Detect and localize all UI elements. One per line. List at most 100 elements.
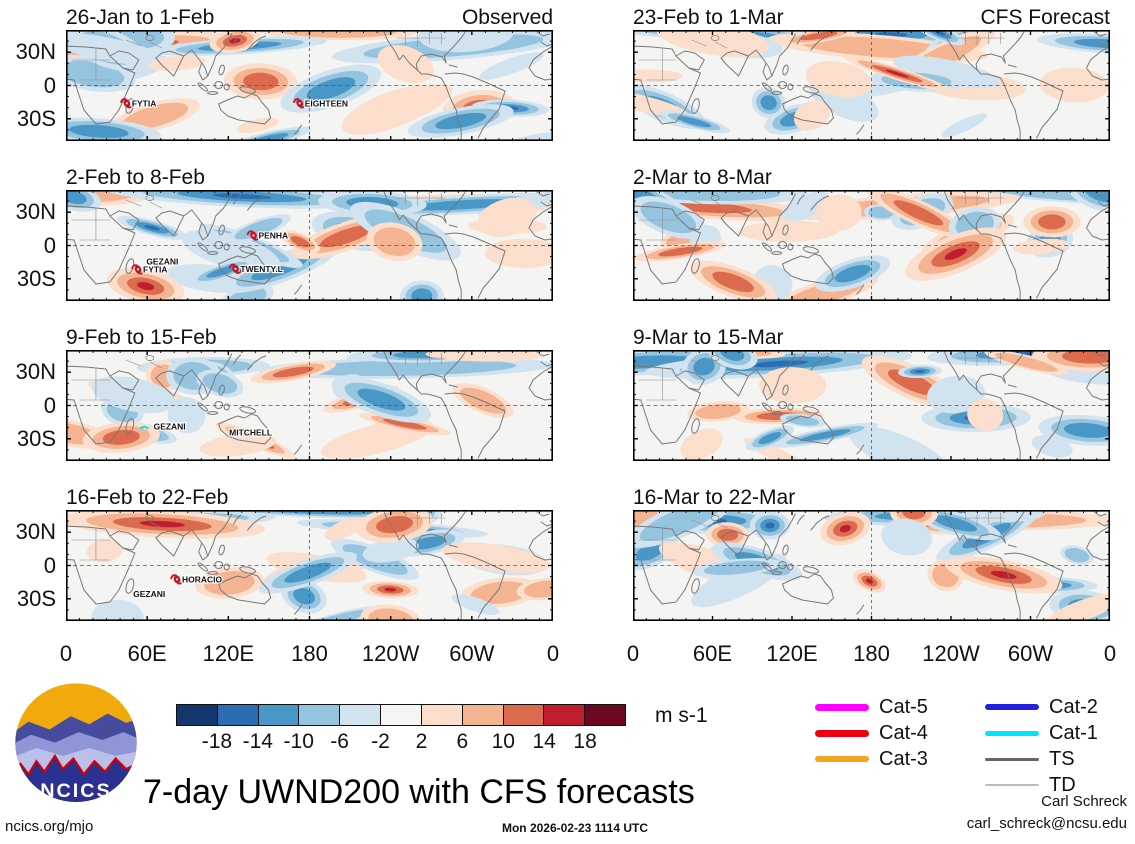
storm-annotation-horacio: HORACIO — [170, 573, 224, 586]
lat-label-0: 0 — [43, 392, 56, 418]
colorbar-value: 14 — [532, 730, 556, 753]
storm-label: GEZANI — [133, 589, 165, 599]
storm-legend-column-1: Cat-5 Cat-4 Cat-3 — [815, 694, 928, 772]
legend-line-cat-3 — [815, 756, 869, 762]
hurricane-icon — [292, 98, 307, 109]
lon-label-120e: 120E — [766, 641, 818, 666]
panel-forecast-week2: 2-Mar to 8-Mar — [633, 164, 1110, 301]
colorbar-value: 18 — [573, 730, 597, 753]
lat-label-30n: 30N — [15, 519, 56, 544]
storm-label: FYTIA — [132, 98, 156, 108]
credit-email: carl_schreck@ncsu.edu — [966, 815, 1127, 832]
colorbar-segment — [584, 705, 625, 725]
panel-date-range: 16-Mar to 22-Mar — [633, 486, 796, 509]
colorbar-value: -18 — [201, 730, 233, 753]
panel-date-range: 2-Mar to 8-Mar — [633, 166, 772, 189]
legend-label: Cat-1 — [1049, 721, 1098, 744]
lon-label-180: 180 — [853, 641, 890, 666]
map-observed-week1: FYTIA EIGHTEEN — [66, 30, 553, 141]
units-label: m s-1 — [655, 704, 708, 727]
lon-label-120w: 120W — [922, 641, 980, 666]
panel-observed-week1: 26-Jan to 1-Feb Observed FYTIA EIGHTEEN — [66, 4, 553, 141]
lat-label-30n: 30N — [15, 39, 56, 64]
hurricane-icon — [120, 98, 134, 109]
storm-label: FYTIA — [143, 264, 167, 274]
storm-label: GEZANI — [154, 422, 186, 432]
colorbar-value: -2 — [371, 730, 390, 753]
legend-label: TS — [1049, 747, 1075, 770]
panel-date-range: 9-Feb to 15-Feb — [66, 326, 217, 349]
map-forecast-week2 — [633, 190, 1110, 301]
storm-annotation-fytia: FYTIA — [131, 263, 169, 276]
storm-label: EIGHTEEN — [305, 98, 348, 108]
lat-label-30n: 30N — [15, 199, 56, 224]
storm-label: PENHA — [259, 230, 289, 240]
legend-label: Cat-2 — [1049, 695, 1098, 718]
legend-line-ts — [985, 757, 1039, 761]
colorbar-segment — [177, 705, 217, 725]
storm-annotation-gezani: GEZANI — [139, 420, 187, 433]
colorbar — [176, 704, 626, 726]
storm-annotation-mitchell: MITCHELL — [228, 427, 273, 439]
legend-item-cat-3: Cat-3 — [815, 746, 928, 772]
storm-annotation-gezani: GEZANI — [145, 255, 179, 267]
colorbar-value: 2 — [415, 730, 428, 753]
lat-label-30s: 30S — [16, 266, 56, 291]
hurricane-icon — [170, 574, 184, 585]
storm-annotation-gezani: GEZANI — [132, 588, 166, 600]
colorbar-segment — [420, 705, 462, 725]
storm-legend-column-2: Cat-2 Cat-1 TS TD — [985, 694, 1098, 798]
panel-observed-week4: 16-Feb to 22-Feb HORACIO GEZANI — [66, 484, 553, 621]
lon-label-180: 180 — [291, 641, 328, 666]
lat-label-30s: 30S — [16, 586, 56, 611]
map-observed-week4: HORACIO GEZANI — [66, 510, 553, 621]
colorbar-segment — [257, 705, 299, 725]
legend-label: TD — [1049, 773, 1076, 796]
legend-label: Cat-5 — [879, 695, 928, 718]
legend-item-cat-5: Cat-5 — [815, 694, 928, 720]
colorbar-value: -14 — [242, 730, 273, 753]
lat-label-30n: 30N — [15, 359, 56, 384]
lon-label-120e: 120E — [202, 641, 255, 666]
colorbar-segment — [380, 705, 421, 725]
lon-label-0: 0 — [626, 641, 640, 666]
map-forecast-week3 — [633, 350, 1110, 461]
map-forecast-week1 — [633, 30, 1110, 141]
legend-item-td: TD — [985, 772, 1098, 798]
storm-label: MITCHELL — [229, 428, 272, 438]
storm-annotation-eighteen: EIGHTEEN — [292, 97, 349, 109]
colorbar-value: -10 — [283, 730, 314, 753]
panel-observed-week3: 9-Feb to 15-Feb GEZANI MITCHELL — [66, 324, 553, 461]
legend-item-cat-4: Cat-4 — [815, 720, 928, 746]
lat-label-0: 0 — [43, 552, 56, 578]
panel-date-range: 16-Feb to 22-Feb — [66, 486, 229, 509]
storm-annotation-penha: PENHA — [246, 229, 289, 242]
storm-label: HORACIO — [182, 574, 222, 584]
column-label-observed: Observed — [461, 6, 553, 29]
credit-name: Carl Schreck — [1041, 793, 1127, 810]
lon-label-60e: 60E — [692, 641, 733, 666]
lon-label-60w: 60W — [1007, 641, 1054, 666]
hurricane-icon — [246, 230, 261, 241]
lon-label-0: 0 — [546, 641, 560, 666]
legend-item-cat-1: Cat-1 — [985, 720, 1098, 746]
lon-label-60w: 60W — [449, 641, 495, 666]
panel-forecast-week3: 9-Mar to 15-Mar — [633, 324, 1110, 461]
figure-title: 7-day UWND200 with CFS forecasts — [143, 773, 695, 811]
colorbar-value: 10 — [491, 730, 515, 753]
map-forecast-week4 — [633, 510, 1110, 621]
legend-item-cat-2: Cat-2 — [985, 694, 1098, 720]
lon-label-0: 0 — [1103, 641, 1117, 666]
legend-line-cat-5 — [815, 703, 869, 711]
colorbar-segment — [543, 705, 585, 725]
storm-annotation-fytia: FYTIA — [120, 97, 157, 109]
legend-line-cat-1 — [985, 730, 1039, 736]
site-url: ncics.org/mjo — [5, 818, 94, 835]
legend-label: Cat-4 — [879, 721, 928, 744]
colorbar-value: 6 — [456, 730, 469, 753]
colorbar-segment — [339, 705, 381, 725]
panel-date-range: 9-Mar to 15-Mar — [633, 326, 784, 349]
panel-observed-week2: 2-Feb to 8-Feb GEZANI FYTIA PENHA TWENTY.L — [66, 164, 553, 301]
